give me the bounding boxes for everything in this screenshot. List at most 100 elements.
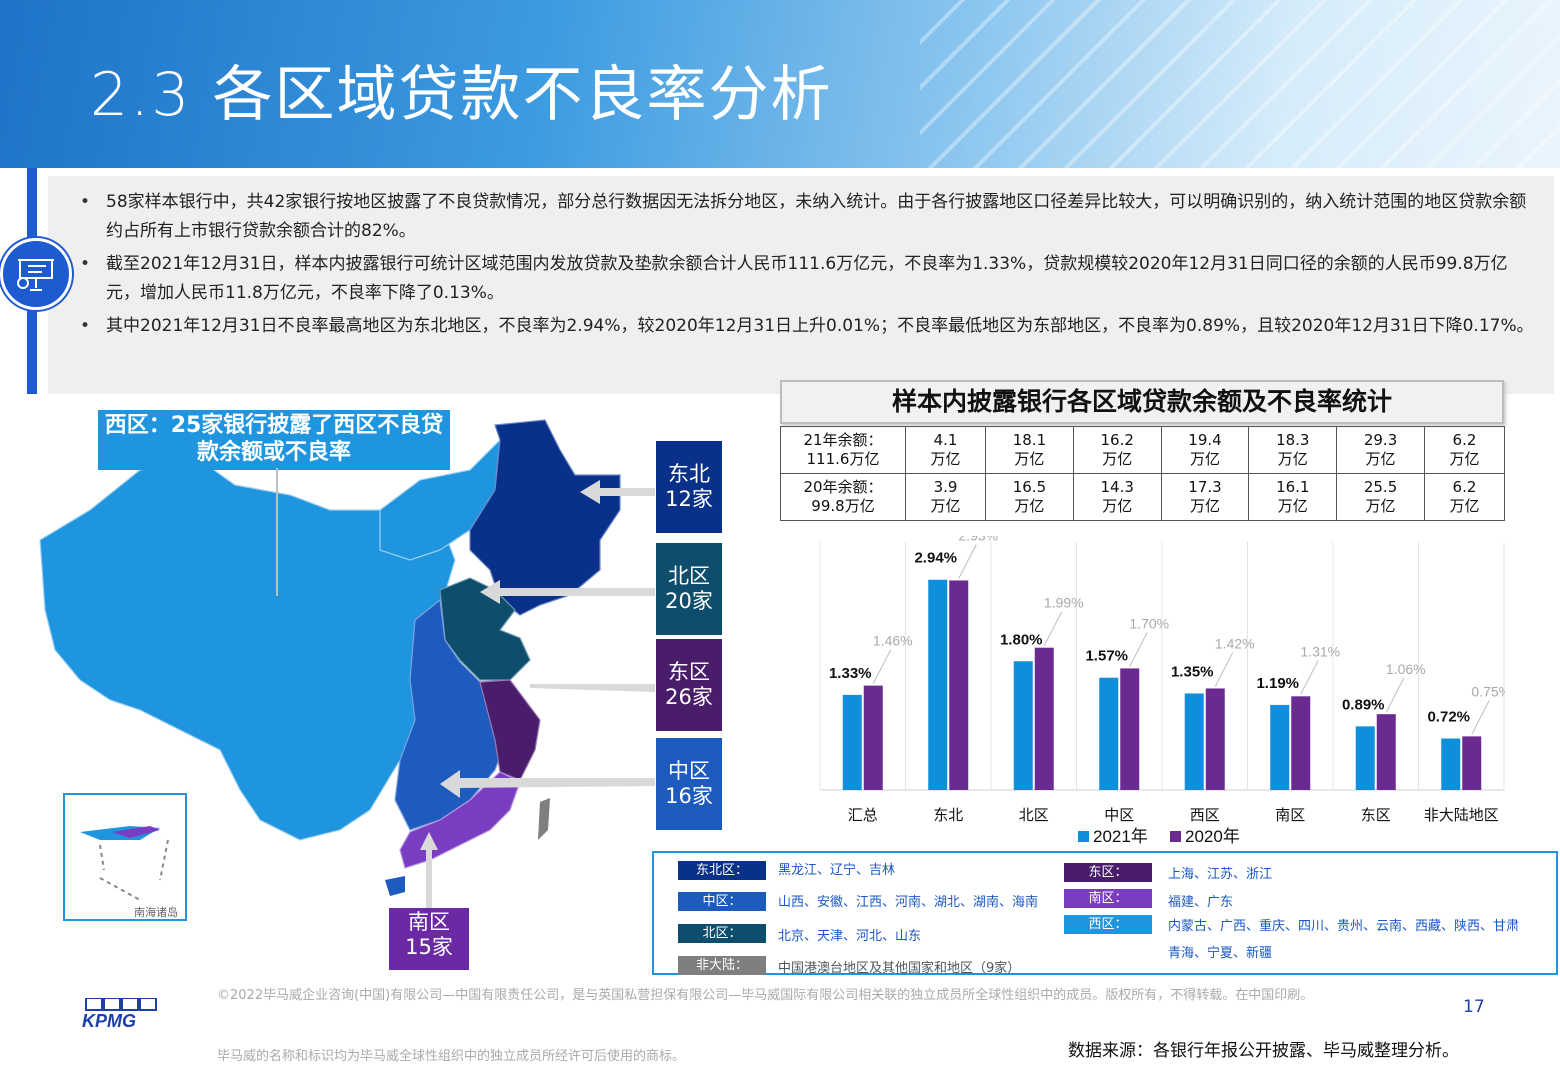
table-cell: 6.2 万亿 bbox=[1423, 426, 1506, 474]
table-cell: 25.5 万亿 bbox=[1336, 473, 1425, 521]
label-leader bbox=[872, 649, 892, 684]
legend-region-provinces: 内蒙古、广西、重庆、四川、贵州、云南、西藏、陕西、甘肃 bbox=[1168, 919, 1520, 934]
legend-region-provinces: 北京、天津、河北、山东 bbox=[778, 929, 922, 944]
data-label-2020: 1.70% bbox=[1129, 615, 1169, 631]
data-label-2021: 0.72% bbox=[1427, 709, 1470, 726]
bullet-2: 截至2021年12月31日，样本内披露银行可统计区域范围内发放贷款及垫款余额合计… bbox=[80, 250, 1534, 308]
label-leader bbox=[1385, 677, 1405, 713]
category-label: 东区 bbox=[1361, 807, 1391, 824]
category-label: 汇总 bbox=[848, 807, 878, 824]
npl-bar-chart: 1.33%1.46% 汇总 2.94%2.93% 东北 1.80% 1.99% 北区 1.57… bbox=[819, 536, 1505, 846]
svg-text:KPMG: KPMG bbox=[82, 1011, 136, 1030]
region-box-central: 中区 16家 bbox=[656, 738, 722, 830]
south-sea-inset bbox=[63, 793, 187, 921]
bullet-3: 其中2021年12月31日不良率最高地区为东北地区，不良率为2.94%，较202… bbox=[80, 312, 1534, 341]
bar-2020 bbox=[863, 685, 883, 790]
region-box-northeast: 东北 12家 bbox=[656, 441, 722, 533]
map-region-east bbox=[479, 679, 541, 781]
bullet-1: 58家样本银行中，共42家银行按地区披露了不良贷款情况，部分总行数据因无法拆分地… bbox=[80, 188, 1534, 246]
bar-2021 bbox=[1270, 704, 1290, 790]
table-cell: 16.1 万亿 bbox=[1248, 473, 1338, 521]
legend-region-tag: 北区： bbox=[678, 924, 766, 943]
data-label-2021: 0.89% bbox=[1342, 696, 1385, 713]
data-label-2020: 1.99% bbox=[1044, 595, 1084, 611]
data-label-2021: 1.80% bbox=[1000, 631, 1043, 648]
legend-region-tag: 西区： bbox=[1064, 915, 1152, 934]
page-number: 17 bbox=[1463, 997, 1485, 1017]
legend-region-provinces: 福建、广东 bbox=[1168, 895, 1234, 910]
legend-swatch bbox=[1078, 831, 1089, 842]
map-taiwan bbox=[538, 798, 550, 840]
chart-title: 样本内披露银行各区域贷款余额及不良率统计 bbox=[780, 380, 1504, 424]
page-title: 2.3 各区域贷款不良率分析 bbox=[90, 60, 833, 130]
data-label-2021: 1.57% bbox=[1085, 648, 1128, 665]
table-cell: 3.9 万亿 bbox=[904, 473, 987, 521]
legend-region-provinces: 黑龙江、辽宁、吉林 bbox=[778, 863, 896, 878]
arrow-central bbox=[440, 770, 655, 798]
balance-table: 21年余额： 111.6万亿 4.1 万亿 18.1 万亿 16.2 万亿 19.4 万亿 18.3… bbox=[780, 426, 1506, 521]
data-label-2020: 1.06% bbox=[1386, 661, 1426, 677]
label-leader bbox=[1129, 632, 1148, 667]
bar-2020 bbox=[949, 580, 969, 790]
bar-2020 bbox=[1205, 688, 1225, 790]
bar-2020 bbox=[1462, 736, 1482, 790]
copyright-text: ©2022毕马威企业咨询(中国)有限公司—中国有限责任公司，是与英国私营担保有限… bbox=[217, 988, 1314, 1003]
bar-2021 bbox=[1099, 677, 1119, 790]
table-cell: 19.4 万亿 bbox=[1160, 426, 1250, 474]
data-label-2021: 1.19% bbox=[1256, 675, 1299, 692]
legend-region-tag: 东北区： bbox=[678, 861, 766, 880]
label-leader bbox=[958, 544, 977, 579]
inset-label: 南海诸岛 bbox=[134, 906, 178, 919]
region-box-south: 南区 15家 bbox=[389, 908, 469, 970]
arrow-south bbox=[420, 832, 438, 908]
legend-region-tag: 中区： bbox=[678, 892, 766, 911]
region-legend-table: 东北区： 黑龙江、辽宁、吉林 中区： 山西、安徽、江西、河南、湖北、湖南、海南 北区： 北… bbox=[652, 851, 1558, 976]
table-cell: 18.1 万亿 bbox=[985, 426, 1074, 474]
bar-2021 bbox=[928, 579, 948, 790]
table-row: 21年余额： 111.6万亿 4.1 万亿 18.1 万亿 16.2 万亿 19.4 万亿 18.3… bbox=[780, 426, 1506, 474]
label-leader bbox=[1471, 700, 1490, 735]
label-leader bbox=[1043, 611, 1063, 646]
table-cell: 18.3 万亿 bbox=[1248, 426, 1338, 474]
bar-2020 bbox=[1120, 668, 1140, 790]
west-callout: 西区：25家银行披露了西区不良贷款余额或不良率 bbox=[98, 410, 450, 470]
bar-2021 bbox=[1013, 661, 1033, 790]
legend-region-provinces: 山西、安徽、江西、河南、湖北、湖南、海南 bbox=[778, 895, 1039, 910]
table-cell: 16.2 万亿 bbox=[1072, 426, 1162, 474]
legend-region-tag: 东区： bbox=[1064, 863, 1152, 882]
label-leader bbox=[1300, 660, 1319, 695]
table-cell: 29.3 万亿 bbox=[1336, 426, 1425, 474]
region-box-east: 东区 26家 bbox=[656, 639, 722, 731]
legend-region-provinces: 青海、宁夏、新疆 bbox=[1168, 946, 1273, 961]
label-leader bbox=[1214, 652, 1234, 687]
category-label: 东北 bbox=[933, 807, 963, 824]
table-cell: 16.5 万亿 bbox=[985, 473, 1074, 521]
data-label-2020: 0.75% bbox=[1471, 683, 1505, 699]
map-region-northeast bbox=[469, 419, 621, 616]
table-row-label: 21年余额： 111.6万亿 bbox=[780, 426, 906, 474]
presentation-icon bbox=[0, 238, 72, 310]
legend-label: 2021年 bbox=[1093, 827, 1148, 846]
table-cell: 17.3 万亿 bbox=[1160, 473, 1250, 521]
bar-2021 bbox=[1184, 693, 1204, 790]
legend-region-tag: 南区： bbox=[1064, 889, 1152, 908]
category-label: 北区 bbox=[1019, 807, 1049, 824]
trademark-text: 毕马威的名称和标识均为毕马威全球性组织中的独立成员所经许可后使用的商标。 bbox=[217, 1049, 686, 1064]
arrow-east bbox=[530, 684, 655, 692]
legend-region-tag: 非大陆： bbox=[678, 956, 766, 975]
data-source: 数据来源：各银行年报公开披露、毕马威整理分析。 bbox=[1068, 1041, 1459, 1061]
region-box-north: 北区 20家 bbox=[656, 543, 722, 635]
bar-2020 bbox=[1376, 714, 1396, 790]
bar-2020 bbox=[1034, 647, 1054, 790]
header-decoration bbox=[920, 0, 1560, 168]
table-cell: 6.2 万亿 bbox=[1423, 473, 1506, 521]
legend-swatch bbox=[1170, 831, 1181, 842]
bar-2021 bbox=[842, 694, 862, 790]
data-label-2021: 1.33% bbox=[829, 665, 872, 682]
legend-region-provinces: 中国港澳台地区及其他国家和地区（9家） bbox=[778, 961, 1021, 976]
data-label-2021: 2.94% bbox=[914, 550, 957, 567]
category-label: 非大陆地区 bbox=[1424, 807, 1499, 824]
china-region-map bbox=[39, 419, 655, 921]
data-label-2020: 2.93% bbox=[958, 536, 998, 543]
arrow-northeast bbox=[580, 480, 655, 504]
